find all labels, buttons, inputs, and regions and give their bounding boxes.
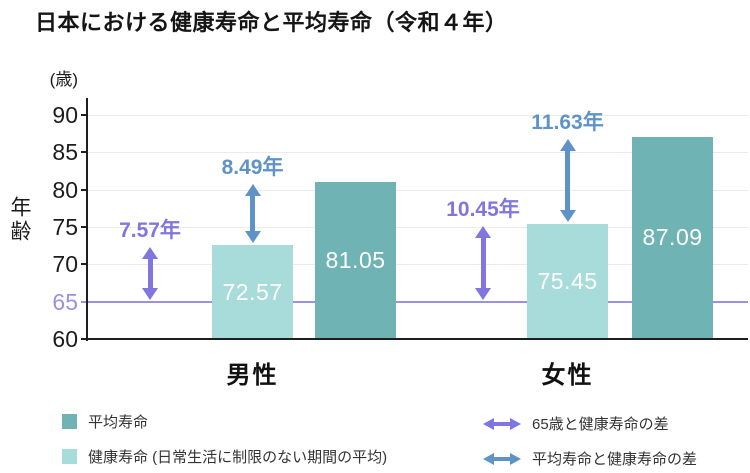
legend-item-gap-65: 65歳と健康寿命の差 [483, 413, 669, 434]
y-tick-mark [81, 114, 87, 116]
bar-value-label-average-female: 87.09 [642, 224, 703, 251]
bar-value-label-healthy-male: 72.57 [222, 278, 283, 305]
y-tick-mark [81, 226, 87, 228]
gridline [88, 264, 748, 266]
bar-healthy-male [212, 245, 293, 339]
bar-average-male [315, 181, 396, 339]
category-label-male: 男性 [226, 362, 279, 389]
legend-item-gap-average: 平均寿命と健康寿命の差 [483, 448, 697, 469]
gridline [88, 189, 748, 191]
y-axis-line [86, 98, 88, 341]
chart-title: 日本における健康寿命と平均寿命（令和４年） [35, 10, 508, 35]
double-arrow-blue-icon [483, 452, 521, 465]
y-tick-label: 85 [52, 139, 78, 166]
y-tick-mark [81, 338, 87, 340]
y-tick-label: 75 [52, 214, 78, 240]
bar-average-female [632, 136, 713, 339]
legend-swatch-healthy-icon [62, 449, 77, 464]
legend-label-average: 平均寿命 [88, 414, 149, 431]
diff-label-blue-female: 11.63年 [531, 110, 604, 134]
bar-value-label-average-male: 81.05 [325, 246, 386, 273]
diff-arrow-blue-male [241, 183, 265, 244]
diff-arrow-purple-male [138, 247, 162, 300]
legend-item-average: 平均寿命 [62, 411, 148, 432]
gridline [88, 227, 748, 228]
y-tick-label: 65 [52, 288, 78, 315]
y-tick-mark [81, 300, 87, 303]
y-tick-mark [81, 188, 87, 191]
y-tick-mark [81, 263, 87, 266]
legend-swatch-average-icon [62, 414, 77, 429]
y-axis-unit: (歳) [49, 70, 78, 89]
y-tick-label: 90 [52, 102, 78, 128]
bar-value-label-healthy-female: 75.45 [537, 267, 598, 294]
y-tick-label: 60 [52, 326, 78, 352]
gridline [88, 152, 748, 154]
double-arrow-purple-icon [483, 417, 521, 430]
legend-item-healthy: 健康寿命 (日常生活に制限のない期間の平均) [62, 446, 387, 467]
diff-arrow-blue-female [556, 138, 580, 222]
diff-label-purple-male: 7.57年 [119, 219, 181, 243]
x-axis-line [86, 338, 748, 340]
legend-label-gap-average: 平均寿命と健康寿命の差 [532, 451, 698, 468]
y-tick-label: 70 [52, 251, 78, 278]
legend-label-gap-65: 65歳と健康寿命の差 [532, 416, 669, 433]
baseline-65-line [88, 300, 748, 303]
diff-label-purple-female: 10.45年 [446, 197, 520, 221]
legend-label-healthy: 健康寿命 (日常生活に制限のない期間の平均) [88, 449, 388, 466]
category-label-female: 女性 [541, 362, 594, 389]
y-axis-title: 年齢 [8, 196, 31, 244]
bar-healthy-female [527, 223, 608, 339]
diff-label-blue-male: 8.49年 [221, 155, 284, 179]
diff-arrow-purple-female [471, 225, 495, 300]
gridline [88, 115, 748, 116]
y-tick-label: 80 [52, 176, 78, 203]
y-tick-mark [81, 151, 87, 154]
